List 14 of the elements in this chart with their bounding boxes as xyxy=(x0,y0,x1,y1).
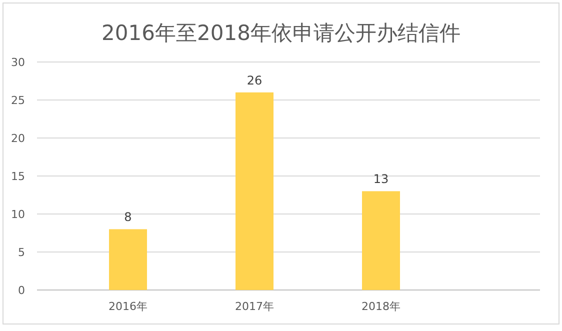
y-tick-label: 30 xyxy=(11,56,25,69)
y-tick-label: 10 xyxy=(11,208,25,221)
x-tick-label: 2016年 xyxy=(108,300,148,313)
y-tick-label: 20 xyxy=(11,132,25,145)
y-tick-label: 25 xyxy=(11,94,25,107)
y-tick-label: 5 xyxy=(18,246,25,259)
data-label: 13 xyxy=(373,172,389,186)
x-tick-label: 2018年 xyxy=(362,300,400,313)
title: 2016年至2018年依申请公开办结信件 xyxy=(102,21,460,45)
y-tick-label: 0 xyxy=(18,284,25,297)
data-label: 26 xyxy=(246,73,262,88)
data-label: 8 xyxy=(124,210,132,224)
y-tick-label: 15 xyxy=(11,170,25,183)
x-tick-label: 2017年 xyxy=(235,300,274,313)
